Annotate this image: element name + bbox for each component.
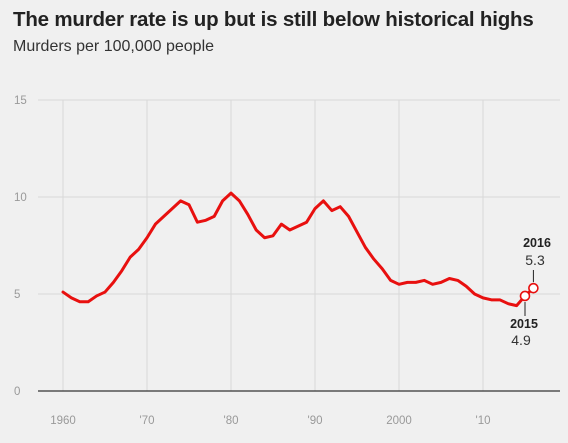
marker-layer xyxy=(519,270,539,316)
x-tick-label: '90 xyxy=(308,415,323,427)
grid-layer: 1960 '70 '80 '90 2000 '10 0 5 10 15 xyxy=(14,95,560,427)
y-tick-label: 15 xyxy=(14,95,27,107)
chart-subtitle: Murders per 100,000 people xyxy=(13,38,215,55)
x-tick-label: '10 xyxy=(476,415,491,427)
y-tick-label: 0 xyxy=(14,386,20,398)
annotation-2016-value: 5.3 xyxy=(525,252,545,268)
annotation-layer: 2016 5.3 2015 4.9 xyxy=(510,236,551,348)
y-tick-label: 10 xyxy=(14,192,27,204)
annotation-2015-value: 4.9 xyxy=(511,332,531,348)
x-tick-label: '70 xyxy=(140,415,155,427)
point-marker-2016 xyxy=(528,282,539,294)
chart-title: The murder rate is up but is still below… xyxy=(13,8,534,31)
murder-rate-series-line xyxy=(61,191,535,308)
x-tick-label: 1960 xyxy=(50,415,76,427)
x-tick-label: '80 xyxy=(224,415,239,427)
annotation-2015-year: 2015 xyxy=(510,317,538,331)
y-tick-label: 5 xyxy=(14,289,20,301)
point-marker-2015 xyxy=(519,290,531,302)
line-layer xyxy=(61,191,535,308)
annotation-2016-year: 2016 xyxy=(523,236,551,250)
x-tick-label: 2000 xyxy=(386,415,412,427)
